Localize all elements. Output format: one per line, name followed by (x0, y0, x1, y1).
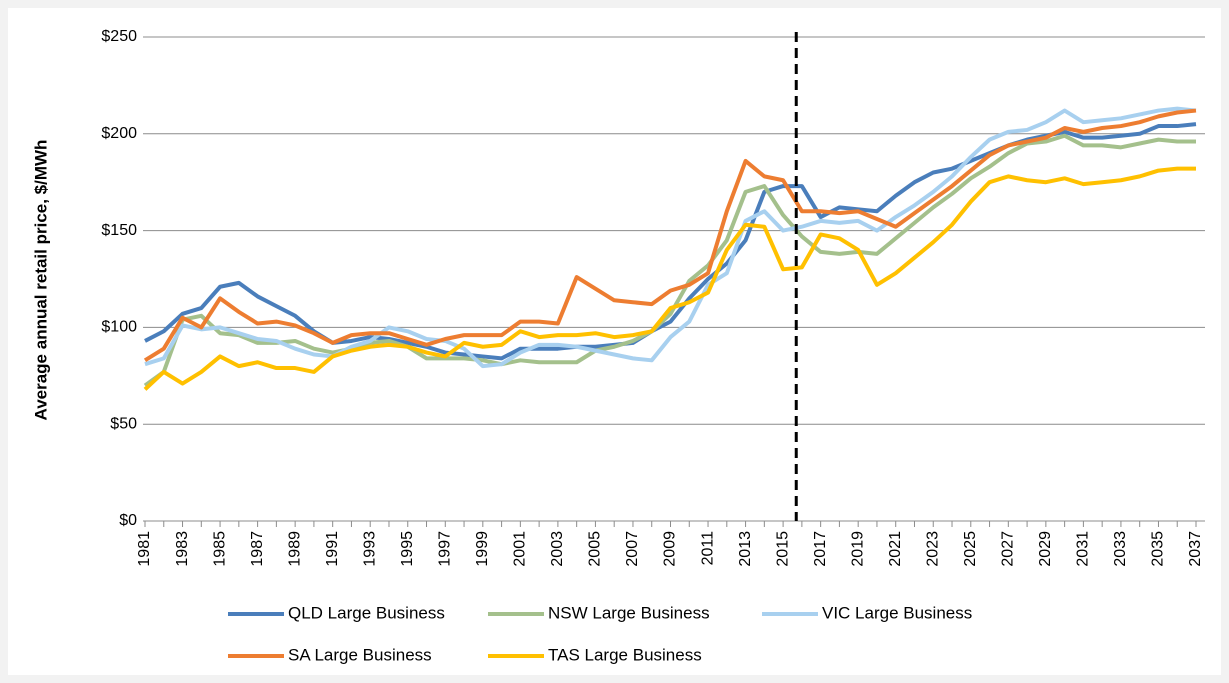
x-tick-label: 2003 (549, 531, 566, 567)
x-tick-label: 1981 (136, 531, 153, 567)
x-tick-label: 1983 (174, 531, 191, 567)
x-tick-label: 2019 (849, 531, 866, 567)
y-tick-label: $150 (101, 222, 137, 239)
legend-label: SA Large Business (288, 645, 432, 664)
x-tick-label: 1991 (324, 531, 341, 567)
x-tick-label: 2027 (1000, 531, 1017, 567)
x-tick-label: 2005 (587, 531, 604, 567)
x-tick-label: 2033 (1112, 531, 1129, 567)
x-tick-label: 1999 (474, 531, 491, 567)
y-tick-label: $100 (101, 319, 137, 336)
y-tick-label: $250 (101, 28, 137, 45)
x-tick-label: 2011 (699, 531, 716, 566)
legend-label: TAS Large Business (548, 645, 702, 664)
x-tick-label: 2023 (924, 531, 941, 567)
x-tick-label: 2015 (774, 531, 791, 567)
series-line (143, 133, 1196, 388)
y-tick-label: $50 (110, 415, 137, 432)
x-tick-label: 2009 (662, 531, 679, 567)
x-tick-label: 2031 (1075, 531, 1092, 567)
x-tick-label: 1997 (437, 531, 454, 567)
y-axis-label: Average annual retail price, $/MWh (31, 140, 50, 421)
x-tick-label: 2029 (1037, 531, 1054, 567)
x-tick-label: 1993 (361, 531, 378, 567)
series-line (143, 108, 1197, 363)
x-tick-label: 2021 (887, 531, 904, 567)
x-tick-label: 1987 (249, 531, 266, 567)
x-tick-label: 1985 (211, 531, 228, 567)
x-tick-label: 2017 (812, 531, 829, 567)
series-line (143, 166, 1196, 391)
x-tick-label: 2001 (512, 531, 529, 567)
y-tick-label: $200 (101, 125, 137, 142)
x-tick-label: 1989 (286, 531, 303, 567)
legend-label: QLD Large Business (288, 603, 445, 622)
y-tick-label: $0 (119, 512, 137, 529)
x-tick-label: 2037 (1187, 531, 1204, 567)
x-tick-label: 2007 (624, 531, 641, 567)
legend-label: NSW Large Business (548, 603, 710, 622)
chart-area (8, 8, 1221, 675)
x-tick-label: 2035 (1150, 531, 1167, 567)
series-line (144, 106, 1197, 369)
x-tick-label: 2025 (962, 531, 979, 567)
x-tick-label: 2013 (737, 531, 754, 567)
x-tick-label: 1995 (399, 531, 416, 567)
legend-label: VIC Large Business (822, 603, 972, 622)
